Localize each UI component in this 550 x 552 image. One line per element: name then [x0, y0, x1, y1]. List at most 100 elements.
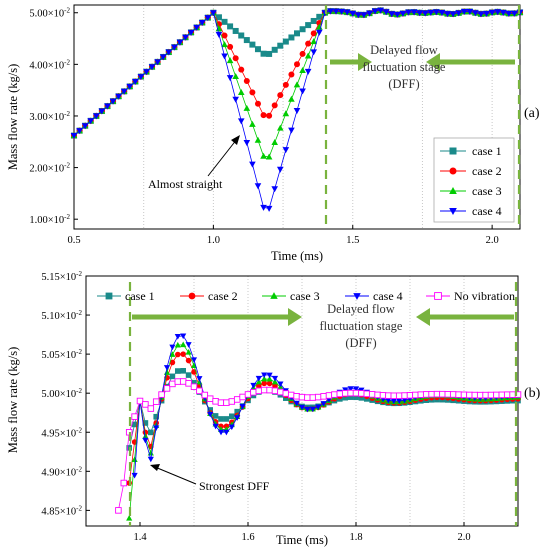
chart-a-y-tick-label: 4.00×10-2	[29, 58, 70, 71]
chart-b-point-3	[190, 362, 198, 369]
chart-b-point-5	[185, 380, 192, 387]
chart-b-point-5	[374, 391, 381, 399]
chart-a-annotation-arrowhead	[231, 135, 240, 145]
chart-b-point-5	[228, 398, 236, 405]
chart-b-legend-marker	[105, 292, 113, 300]
chart-b-point-3	[255, 378, 262, 385]
chart-a-point-4	[154, 59, 161, 66]
chart-b-x-tick-label: 1.8	[349, 532, 362, 543]
chart-a-point-2	[254, 100, 261, 107]
chart-a-legend	[433, 137, 515, 223]
chart-b-point-5	[147, 405, 155, 412]
chart-b-point-3	[271, 378, 279, 385]
chart-b-annotation-arrowhead	[150, 464, 160, 471]
chart-a-legend-marker	[449, 147, 457, 155]
chart-b-point-5	[277, 388, 284, 396]
chart-b-point-1	[223, 416, 230, 422]
chart-a-point-4	[433, 9, 440, 16]
chart-a-point-1	[288, 34, 295, 41]
chart-b-point-2	[185, 357, 192, 364]
chart-b-point-1	[283, 395, 289, 401]
chart-b-point-5	[390, 392, 398, 400]
chart-a-point-2	[310, 30, 317, 37]
chart-b-x-tick-label: 1.4	[133, 532, 147, 543]
chart-b-point-4	[347, 386, 354, 392]
chart-b-point-5	[325, 392, 333, 399]
chart-a-point-4	[427, 9, 435, 16]
chart-a-point-4	[349, 10, 357, 17]
chart-b-point-5	[212, 398, 219, 405]
chart-b-point-2	[169, 359, 176, 366]
chart-b-point-5	[120, 479, 128, 487]
chart-b-point-5	[406, 392, 414, 399]
chart-b-point-4	[131, 472, 138, 479]
chart-b-point-1	[169, 373, 176, 380]
chart-a-point-1	[215, 14, 222, 21]
chart-a-point-1	[260, 50, 267, 57]
chart-b-y-axis-label: Mass flow rate (kg/s)	[6, 347, 20, 454]
chart-a-point-4	[70, 133, 78, 140]
chart-a-point-4	[505, 10, 513, 17]
chart-a-point-4	[276, 166, 284, 173]
chart-b-point-4	[228, 424, 235, 431]
chart-b-point-5	[460, 391, 468, 399]
chart-b-y-tick-label: 4.90×10-2	[41, 465, 82, 478]
chart-a-point-4	[355, 12, 362, 19]
chart-a-point-1	[294, 30, 300, 37]
chart-b-point-4	[234, 415, 241, 421]
chart-a-point-4	[449, 11, 457, 18]
chart-a-point-3	[232, 73, 239, 80]
chart-a-point-1	[299, 26, 306, 33]
chart-b-point-5	[271, 387, 279, 395]
chart-a-point-4	[76, 128, 83, 135]
chart-b-point-4	[277, 381, 284, 388]
chart-a-point-4	[444, 11, 451, 18]
chart-b-point-5	[244, 391, 252, 398]
chart-a-point-1	[277, 42, 284, 49]
chart-a-point-2	[266, 112, 273, 119]
chart-a-point-4	[187, 29, 195, 36]
chart-a-point-1	[238, 32, 245, 39]
chart-b-point-5	[379, 392, 387, 399]
chart-a-point-3	[265, 153, 273, 160]
chart-a-point-2	[271, 102, 278, 109]
chart-a-series-line-1	[73, 9, 521, 136]
chart-a-point-2	[305, 40, 312, 47]
chart-b-point-5	[201, 391, 209, 399]
chart-a-legend-items: case 1 case 2 case 3 case 4	[440, 144, 502, 218]
chart-b-point-5	[449, 391, 457, 398]
chart-a-x-tick-label: 1.5	[346, 235, 359, 246]
chart-b-point-1	[142, 420, 149, 426]
chart-b-point-5	[482, 391, 489, 399]
chart-a-point-4	[193, 24, 200, 31]
chart-a-dff-label-line2: fluctuation stage	[363, 60, 446, 74]
chart-a-point-4	[260, 204, 267, 211]
chart-a-legend-marker	[449, 167, 457, 175]
chart-a-point-4	[394, 11, 401, 18]
chart-a-point-2	[227, 43, 234, 50]
chart-a-point-4	[438, 9, 446, 16]
chart-b-point-5	[115, 507, 122, 514]
chart-b-point-4	[153, 425, 160, 431]
chart-b-point-5	[255, 387, 263, 395]
chart-a-point-4	[215, 31, 223, 38]
chart-a-series-line-2	[73, 9, 521, 136]
chart-b-point-1	[234, 408, 240, 415]
chart-b-point-1	[131, 421, 138, 428]
chart-b: 1.4 1.6 1.8 2.0 4.85×10-2 4.90×10-2 4.95×10-2 5…	[6, 270, 541, 547]
chart-b-dff-label-line2: fluctuation stage	[320, 319, 403, 333]
chart-a-point-4	[98, 108, 106, 115]
chart-a-series	[70, 6, 524, 212]
chart-b-point-5	[287, 391, 295, 399]
chart-a-point-4	[254, 183, 262, 190]
chart-b-series-line-3	[128, 344, 519, 519]
chart-b-point-3	[142, 433, 149, 439]
chart-b-point-1	[185, 372, 192, 378]
chart-a-point-4	[93, 113, 100, 120]
chart-a-point-4	[221, 53, 228, 60]
chart-a-point-4	[382, 9, 390, 16]
chart-a-point-3	[226, 57, 234, 64]
chart-a-point-3	[276, 124, 284, 131]
chart-b-legend-label: case 2	[208, 289, 238, 303]
